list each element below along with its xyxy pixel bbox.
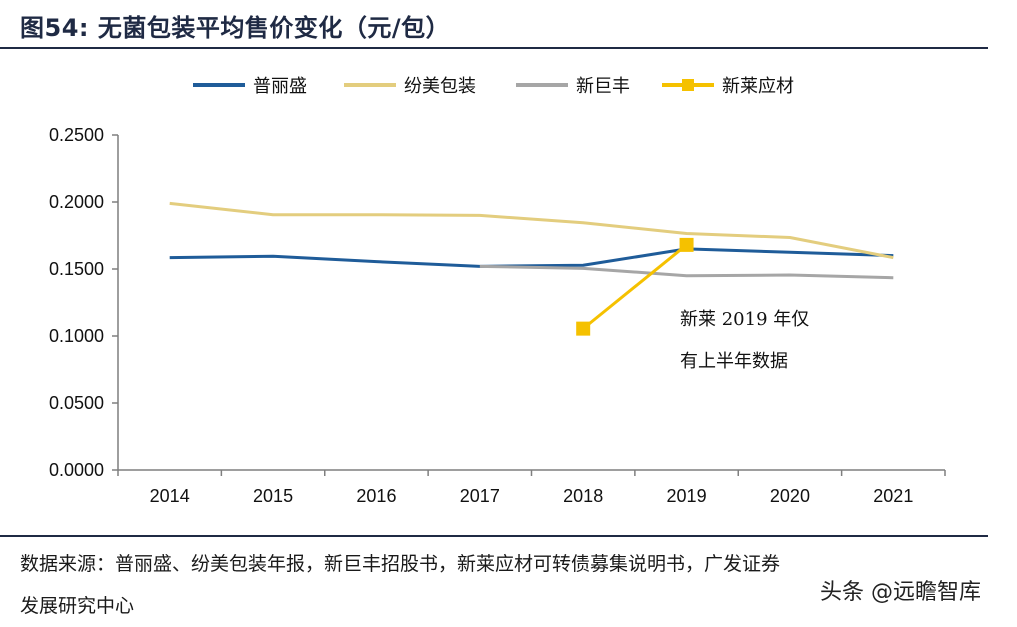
y-tick-label: 0.1000 xyxy=(49,326,104,346)
data-point-marker xyxy=(679,237,694,252)
legend-label-2: 新巨丰 xyxy=(576,76,630,97)
chart-axes: 0.0000 0.0500 0.1000 0.1500 0.2000 0.2500 2014… xyxy=(49,125,946,506)
series-line-0 xyxy=(169,247,894,268)
x-tick-label: 2021 xyxy=(873,486,913,506)
source-line-2: 发展研究中心 xyxy=(20,595,135,617)
x-tick-label: 2017 xyxy=(460,486,500,506)
x-tick-label: 2015 xyxy=(253,486,293,506)
annotation-line-1: 有上半年数据 xyxy=(680,351,788,372)
title-divider xyxy=(0,47,988,49)
y-tick-label: 0.2000 xyxy=(49,192,104,212)
x-tick-label: 2018 xyxy=(563,486,603,506)
series-line-1 xyxy=(169,201,894,260)
chart-series xyxy=(169,201,894,336)
x-tick-label: 2016 xyxy=(356,486,396,506)
legend-marker-3 xyxy=(682,79,694,91)
source-note: 数据来源：普丽盛、纷美包装年报，新巨丰招股书，新莱应材可转债募集说明书，广发证券… xyxy=(20,543,995,627)
x-tick-label: 2019 xyxy=(667,486,707,506)
legend-label-0: 普丽盛 xyxy=(253,76,307,97)
source-line-1: 数据来源：普丽盛、纷美包装年报，新巨丰招股书，新莱应材可转债募集说明书，广发证券 xyxy=(20,553,781,575)
watermark: 头条 @远瞻智库 xyxy=(820,580,981,605)
y-tick-label: 0.2500 xyxy=(49,125,104,145)
line-chart: 普丽盛 纷美包装 新巨丰 新莱应材 0.00000.05000.10000.15000… xyxy=(49,76,946,506)
x-tick-label: 2020 xyxy=(770,486,810,506)
series-line-2 xyxy=(479,264,894,280)
y-tick-label: 0.1500 xyxy=(49,259,104,279)
legend-label-1: 纷美包装 xyxy=(404,76,476,97)
y-tick-label: 0.0000 xyxy=(49,460,104,480)
x-tick-label: 2014 xyxy=(150,486,190,506)
series-line-3 xyxy=(582,243,688,330)
y-tick-label: 0.0500 xyxy=(49,393,104,413)
data-point-marker xyxy=(576,321,591,336)
chart-title: 图54: 无菌包装平均售价变化（元/包） xyxy=(20,14,451,42)
chart-legend: 普丽盛 纷美包装 新巨丰 新莱应材 xyxy=(193,76,794,97)
legend-label-3: 新莱应材 xyxy=(722,76,794,97)
footer-divider xyxy=(0,535,988,537)
annotation-line-0: 新莱 2019 年仅 xyxy=(680,309,809,330)
